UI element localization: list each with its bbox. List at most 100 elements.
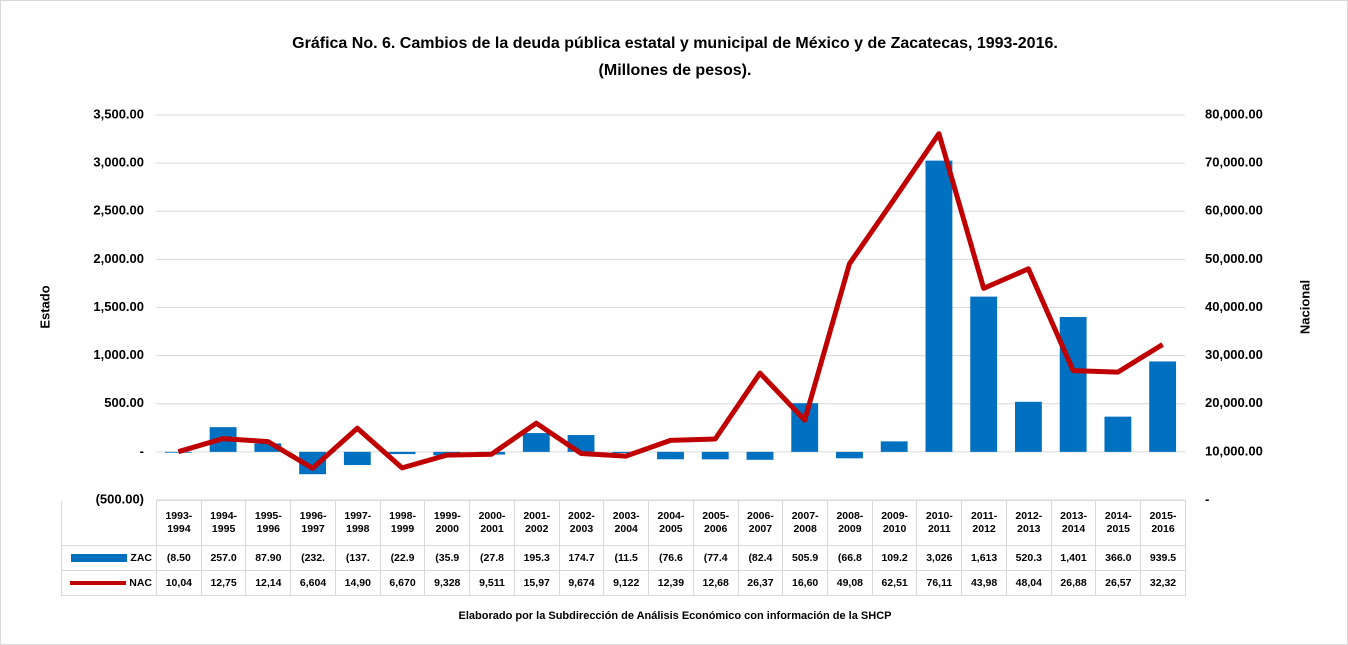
- table-row: NAC 10,04 12,75 12,14 6,604 14,90 6,670 9,328 9,…: [61, 570, 1186, 596]
- data-label: 10,04: [156, 570, 202, 596]
- x-tick-label: 2007-2008: [782, 500, 829, 546]
- data-label: 12,14: [245, 570, 292, 596]
- legend-swatch: [71, 553, 128, 562]
- data-table: 1993-1994 1994-1995 1995-1996 1996-1997 1997…: [61, 500, 1186, 596]
- bar: [522, 433, 550, 452]
- data-label: (22.9: [379, 545, 426, 571]
- data-label: 15,97: [513, 570, 560, 596]
- bar: [164, 451, 192, 453]
- data-label: (137.: [334, 545, 381, 571]
- y-axis-label: Estado: [37, 285, 52, 328]
- data-label: 14,90: [334, 570, 381, 596]
- data-label: 257.0: [200, 545, 247, 571]
- x-tick-label: 1993-1994: [156, 500, 202, 546]
- x-tick-label: 2000-2001: [469, 500, 515, 546]
- y2-tick-label: 30,000.00: [1205, 347, 1263, 362]
- data-label: 9,511: [469, 570, 515, 596]
- bar: [836, 451, 863, 459]
- data-label: 87.90: [245, 545, 292, 571]
- y2-tick-label: 40,000.00: [1205, 299, 1263, 314]
- data-label: 1,401: [1050, 545, 1097, 571]
- bar: [701, 451, 729, 460]
- data-label: (76.6: [648, 545, 694, 571]
- chart-title: Gráfica No. 6. Cambios de la deuda públi…: [292, 35, 1058, 52]
- x-tick-label: 2014-2015: [1095, 500, 1142, 546]
- data-label: 3,026: [916, 545, 963, 571]
- bar: [343, 451, 371, 466]
- y-tick-label: -: [140, 443, 144, 458]
- data-label: 9,674: [558, 570, 605, 596]
- y-tick-label: 1,500.00: [93, 299, 144, 314]
- y2-tick-label: 20,000.00: [1205, 395, 1263, 410]
- data-label: 12,75: [200, 570, 247, 596]
- data-label: 6,604: [290, 570, 336, 596]
- x-tick-label: 2002-2003: [558, 500, 605, 546]
- y2-tick-label: -: [1205, 491, 1209, 506]
- data-label: 9,122: [603, 570, 650, 596]
- legend-label: ZAC: [130, 551, 152, 564]
- data-label: 16,60: [782, 570, 829, 596]
- note: Elaborado por la Subdirección de Análisi…: [459, 610, 892, 622]
- data-label: 26,37: [737, 570, 784, 596]
- legend-line: [70, 580, 127, 585]
- data-label: (82.4: [737, 545, 784, 571]
- line: [177, 131, 1164, 471]
- data-label: 195.3: [513, 545, 560, 571]
- legend-entry: NAC: [61, 570, 157, 596]
- x-tick-label: 2003-2004: [603, 500, 650, 546]
- y2-tick-label: 10,000.00: [1205, 443, 1263, 458]
- x-tick-label: 2013-2014: [1050, 500, 1097, 546]
- data-label: 6,670: [379, 570, 426, 596]
- chart-subtitle: (Millones de pesos).: [599, 62, 752, 79]
- corner: [61, 500, 157, 546]
- x-tick-label: 2004-2005: [648, 500, 694, 546]
- data-label: 62,51: [871, 570, 918, 596]
- x-tick-label: 2001-2002: [513, 500, 560, 546]
- y-tick-label: 1,000.00: [93, 347, 144, 362]
- data-label: 505.9: [782, 545, 829, 571]
- header-row: 1993-1994 1994-1995 1995-1996 1996-1997 1997…: [61, 500, 1186, 546]
- y-tick-label: 3,500.00: [93, 106, 144, 121]
- y-tick-label: 3,000.00: [93, 155, 144, 170]
- x-tick-label: 2008-2009: [827, 500, 873, 546]
- legend-entry: ZAC: [61, 545, 157, 571]
- y2-tick-label: 80,000.00: [1205, 106, 1263, 121]
- data-label: (232.: [290, 545, 336, 571]
- bar: [925, 160, 953, 452]
- bar: [657, 451, 684, 460]
- y2-tick-label: 70,000.00: [1205, 155, 1263, 170]
- data-label: 49,08: [827, 570, 873, 596]
- data-label: 366.0: [1095, 545, 1142, 571]
- data-label: (77.4: [692, 545, 739, 571]
- y-tick-label: 2,500.00: [93, 203, 144, 218]
- x-tick-label: 2015-2016: [1140, 500, 1186, 546]
- data-label: 174.7: [558, 545, 605, 571]
- data-label: 26,88: [1050, 570, 1097, 596]
- x-tick-label: 1998-1999: [379, 500, 426, 546]
- data-label: (8.50: [156, 545, 202, 571]
- x-tick-label: 1996-1997: [290, 500, 336, 546]
- y2-tick-label: 60,000.00: [1205, 203, 1263, 218]
- x-tick-label: 1994-1995: [200, 500, 247, 546]
- data-label: (11.5: [603, 545, 650, 571]
- data-label: 32,32: [1140, 570, 1186, 596]
- data-label: 939.5: [1140, 545, 1186, 571]
- bar: [1059, 317, 1087, 452]
- x-tick-label: 2006-2007: [737, 500, 784, 546]
- x-tick-label: 1995-1996: [245, 500, 292, 546]
- bar: [1149, 361, 1177, 452]
- bar: [1014, 401, 1042, 452]
- y-tick-label: 2,000.00: [93, 251, 144, 266]
- table-row: ZAC (8.50 257.0 87.90 (232. (137. (22.9 (35.9 (2…: [61, 545, 1186, 571]
- bar: [388, 451, 416, 455]
- x-tick-label: 2012-2013: [1005, 500, 1052, 546]
- bar: [254, 443, 282, 452]
- x-tick-label: 2005-2006: [692, 500, 739, 546]
- data-label: (35.9: [424, 545, 471, 571]
- bar: [1104, 416, 1132, 452]
- y2-axis-label: Nacional: [1297, 280, 1312, 334]
- data-label: 12,39: [648, 570, 694, 596]
- x-tick-label: 2011-2012: [961, 500, 1007, 546]
